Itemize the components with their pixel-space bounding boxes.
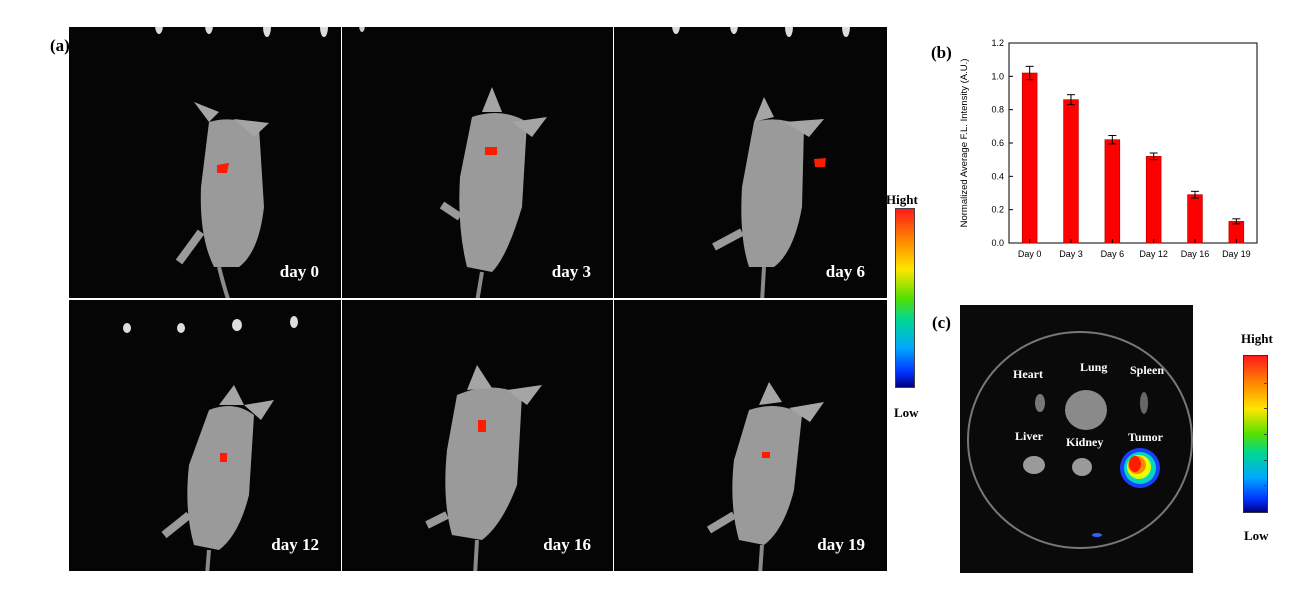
bar [1145,156,1162,244]
organ-label-spleen: Spleen [1130,363,1165,377]
x-tick-label: Day 3 [1059,249,1083,259]
organ-image: Heart Lung Spleen Liver Kidney Tumor [960,305,1193,573]
mouse-body-icon [359,27,547,298]
mouse-image-day-0: day 0 [69,27,341,298]
x-tick-label: Day 16 [1181,249,1210,259]
bar [1104,139,1121,244]
y-tick-label: 0.6 [991,138,1004,148]
y-tick-label: 0.0 [991,238,1004,248]
colorbar-c-tick [1264,383,1268,384]
bar [1021,72,1038,244]
petri-dish-icon [967,331,1193,549]
mouse-image-day-3: day 3 [342,27,613,298]
panel-label-b: (b) [931,43,952,62]
mouse-image-grid: day 0 day 3 day 6 [69,27,887,571]
mouse-body-icon [706,382,824,571]
mouse-body-icon [425,365,542,571]
y-tick-label: 1.0 [991,71,1004,81]
day-label: day 16 [543,535,591,554]
organ-label-heart: Heart [1013,367,1043,381]
y-axis-label: Normalized Average F.L. Intensity (A.U.) [959,59,970,228]
colorbar-c-low-label: Low [1244,528,1269,543]
day-label: day 6 [825,262,865,281]
day-label: day 12 [271,535,319,554]
colorbar-c-tick [1264,408,1268,409]
organ-label-liver: Liver [1015,429,1043,443]
mouse-body-icon [155,27,328,298]
x-tick-label: Day 6 [1101,249,1125,259]
day-label: day 19 [817,535,865,554]
mouse-body-icon [123,316,298,571]
colorbar-c-tick [1264,460,1268,461]
organ-label-lung: Lung [1080,360,1108,374]
colorbar-c-high-label: Hight [1241,331,1273,346]
colorbar-a-high-label: Hight [886,192,918,207]
x-tick-label: Day 12 [1139,249,1168,259]
plot-frame [1008,42,1258,244]
bar [1187,194,1203,244]
mouse-image-day-16: day 16 [342,300,613,571]
colorbar-a [895,208,915,388]
y-tick-label: 0.4 [991,171,1004,181]
x-tick-label: Day 0 [1018,249,1042,259]
colorbar-c-tick [1264,434,1268,435]
colorbar-c-tick [1264,485,1268,486]
mouse-body-icon [672,27,850,298]
panel-label-c: (c) [932,313,951,332]
organ-label-kidney: Kidney [1066,435,1104,449]
mouse-image-day-6: day 6 [614,27,887,298]
y-tick-label: 0.8 [991,105,1004,115]
x-tick-label: Day 19 [1222,249,1251,259]
panel-label-a: (a) [50,36,70,55]
day-label: day 0 [279,262,319,281]
bar-chart: 0.0 0.2 0.4 0.6 0.8 1.0 1.2 Normalized Average … [959,38,1258,259]
mouse-image-day-19: day 19 [614,300,887,571]
day-label: day 3 [551,262,591,281]
colorbar-a-low-label: Low [894,405,919,420]
organ-label-tumor: Tumor [1128,430,1163,444]
y-tick-label: 1.2 [991,38,1004,48]
bar [1063,99,1079,244]
y-tick-label: 0.2 [991,205,1004,215]
mouse-image-day-12: day 12 [69,300,341,571]
